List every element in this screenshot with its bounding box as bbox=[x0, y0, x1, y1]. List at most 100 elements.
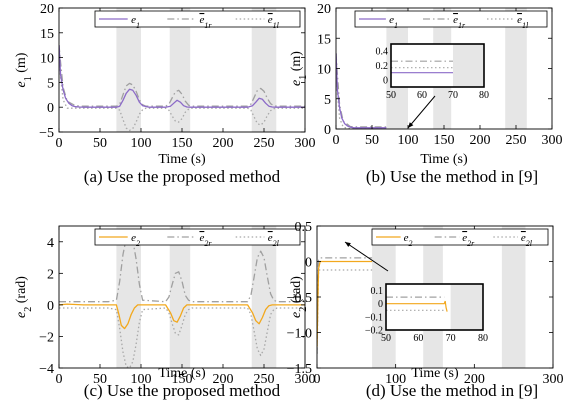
x-axis-label: Time (s) bbox=[158, 152, 206, 167]
legend-label-1: e2 bbox=[404, 232, 413, 248]
inset-panel: 50 60 70 80 −0.2 −0.1 0 0.1 bbox=[365, 283, 488, 344]
legend-symbol: e bbox=[404, 232, 409, 244]
inset-series-line-1 bbox=[386, 300, 448, 312]
legend-label-2: e2r bbox=[199, 232, 212, 248]
inset-panel: 50 60 70 80 0 0.2 0.4 bbox=[376, 43, 489, 101]
shaded-interval-1 bbox=[372, 226, 396, 368]
x-tick-label: 0 bbox=[56, 372, 63, 387]
legend-symbol: e bbox=[389, 14, 394, 26]
y-tick-label: 0 bbox=[324, 123, 331, 138]
y-axis-label-subscript: 2 bbox=[23, 307, 34, 312]
series-line-2 bbox=[59, 45, 305, 107]
y-axis-label: e1 (m) bbox=[14, 52, 34, 87]
legend-subscript: 2r bbox=[204, 239, 212, 248]
inset-x-tick-label: 80 bbox=[478, 333, 488, 344]
x-axis-label: Time (s) bbox=[158, 366, 206, 381]
y-axis-label: e2 (rad) bbox=[289, 276, 309, 318]
y-tick-label: −1.5 bbox=[287, 362, 312, 377]
y-axis-label-subscript: 2 bbox=[298, 307, 309, 312]
y-tick-label: −0.5 bbox=[287, 291, 312, 306]
x-tick-label: 200 bbox=[464, 372, 485, 387]
y-tick-label: −1.0 bbox=[287, 327, 312, 342]
panel-caption: (d) Use the method in [9] bbox=[366, 381, 538, 400]
y-axis-label: e2 (rad) bbox=[14, 276, 34, 318]
inset-y-tick-label: 0.2 bbox=[376, 61, 389, 72]
shaded-interval-1 bbox=[116, 8, 141, 132]
legend-symbol: e bbox=[453, 14, 458, 26]
shaded-interval-3 bbox=[501, 226, 526, 368]
series-line-1 bbox=[59, 45, 305, 108]
x-tick-label: 150 bbox=[434, 133, 455, 148]
x-tick-label: 300 bbox=[295, 372, 316, 387]
x-tick-label: 200 bbox=[213, 372, 234, 387]
legend-box bbox=[94, 10, 301, 28]
zoom-arrow-line bbox=[407, 95, 436, 129]
x-tick-label: 0 bbox=[314, 372, 321, 387]
shaded-interval-3 bbox=[251, 8, 277, 132]
x-tick-label: 50 bbox=[365, 133, 379, 148]
y-tick-label: 0 bbox=[305, 256, 312, 271]
inset-frame bbox=[390, 43, 485, 88]
y-tick-label: 2 bbox=[47, 267, 54, 282]
legend-box bbox=[354, 10, 548, 28]
inset-x-tick-label: 60 bbox=[417, 90, 427, 101]
y-axis-label-unit: (m) bbox=[14, 52, 29, 76]
y-tick-label: 0 bbox=[47, 101, 54, 116]
x-tick-label: 100 bbox=[131, 136, 152, 151]
inset-x-tick-label: 60 bbox=[413, 333, 423, 344]
legend-label-3: e2l bbox=[521, 232, 533, 248]
series-line-1 bbox=[317, 260, 373, 347]
legend-label-1: e2 bbox=[131, 232, 140, 248]
legend-subscript: 2 bbox=[408, 239, 412, 248]
legend-label-1: e1 bbox=[131, 14, 140, 30]
zoom-arrow-head bbox=[345, 242, 351, 248]
legend-label-2: e2r bbox=[462, 232, 475, 248]
x-tick-label: 100 bbox=[131, 372, 152, 387]
inset-x-tick-label: 80 bbox=[479, 90, 489, 101]
inset-y-tick-label: 0 bbox=[378, 299, 383, 310]
y-tick-label: 0 bbox=[47, 299, 54, 314]
legend-subscript: 1l bbox=[273, 21, 280, 30]
legend-symbol: e bbox=[131, 232, 136, 244]
x-tick-label: 100 bbox=[398, 133, 419, 148]
x-tick-label: 0 bbox=[56, 136, 63, 151]
legend-label-3: e1l bbox=[268, 14, 280, 30]
x-tick-label: 300 bbox=[542, 133, 563, 148]
series-line-3 bbox=[317, 269, 373, 354]
legend-symbol: e bbox=[517, 14, 522, 26]
y-tick-label: 10 bbox=[317, 63, 331, 78]
inset-y-tick-label: 0.4 bbox=[376, 47, 389, 58]
inset-x-tick-label: 70 bbox=[448, 90, 458, 101]
x-axis-label: Time (s) bbox=[411, 366, 459, 381]
y-axis-label: e1 (m) bbox=[289, 51, 309, 86]
legend-symbol: e bbox=[131, 14, 136, 26]
legend-subscript: 1 bbox=[394, 21, 398, 30]
y-axis-label-unit: (rad) bbox=[14, 276, 29, 307]
shaded-interval-1 bbox=[116, 226, 141, 368]
legend-label-3: e1l bbox=[517, 14, 529, 30]
shaded-interval-3 bbox=[505, 8, 527, 129]
x-axis-label: Time (s) bbox=[420, 152, 468, 167]
inset-y-tick-label: 0 bbox=[383, 75, 388, 86]
legend-label-3: e2l bbox=[268, 232, 280, 248]
legend-box bbox=[94, 228, 301, 246]
legend-subscript: 1 bbox=[136, 21, 140, 30]
legend-label-2: e1r bbox=[199, 14, 212, 30]
x-tick-label: 250 bbox=[254, 136, 275, 151]
series-line-2 bbox=[336, 53, 387, 128]
y-axis-label-subscript: 1 bbox=[23, 76, 34, 81]
inset-x-tick-label: 70 bbox=[446, 333, 456, 344]
y-tick-label: 15 bbox=[317, 32, 331, 47]
panel-caption: (a) Use the proposed method bbox=[84, 167, 281, 186]
y-tick-label: 4 bbox=[47, 236, 54, 251]
y-tick-label: 5 bbox=[324, 93, 331, 108]
inset-y-tick-label: 0.1 bbox=[371, 286, 384, 297]
inset-frame bbox=[385, 283, 484, 331]
y-tick-label: 10 bbox=[40, 52, 54, 67]
legend-subscript: 2l bbox=[273, 239, 280, 248]
x-tick-label: 150 bbox=[172, 372, 193, 387]
